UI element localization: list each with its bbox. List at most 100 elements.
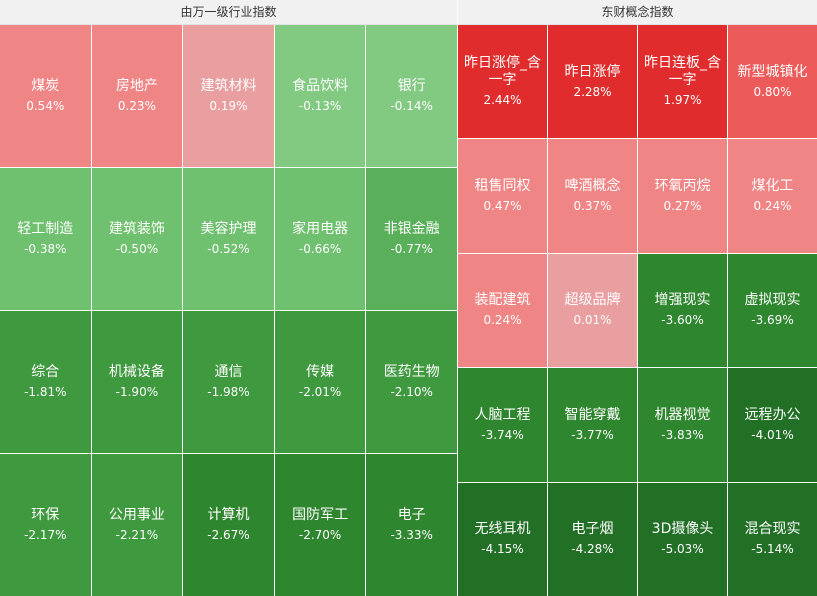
tile-name: 房地产 bbox=[115, 78, 158, 94]
industry-tile-煤炭[interactable]: 煤炭 0.54% bbox=[0, 25, 91, 167]
tile-name: 昨日涨停_含一字 bbox=[464, 55, 541, 89]
concept-tile-智能穿戴[interactable]: 智能穿戴 -3.77% bbox=[548, 368, 637, 482]
industry-tile-房地产[interactable]: 房地产 0.23% bbox=[91, 25, 183, 167]
tile-name: 医药生物 bbox=[383, 364, 440, 380]
tile-name: 昨日涨停 bbox=[564, 63, 621, 80]
tile-change: 0.54% bbox=[26, 99, 65, 113]
tile-change: 0.24% bbox=[753, 199, 792, 214]
tile-change: 0.47% bbox=[483, 199, 522, 214]
industry-tile-建筑材料[interactable]: 建筑材料 0.19% bbox=[183, 25, 274, 167]
tile-change: -5.03% bbox=[661, 542, 704, 557]
concept-tile-人脑工程[interactable]: 人脑工程 -3.74% bbox=[458, 368, 547, 482]
industry-panel-title: 由万一级行业指数 bbox=[0, 0, 457, 25]
concept-tile-昨日涨停[interactable]: 昨日涨停 2.28% bbox=[548, 25, 637, 139]
tile-change: -4.01% bbox=[751, 427, 794, 442]
concept-tile-啤酒概念[interactable]: 啤酒概念 0.37% bbox=[548, 139, 637, 253]
concept-tile-虚拟现实[interactable]: 虚拟现实 -3.69% bbox=[728, 253, 817, 368]
tile-name: 计算机 bbox=[207, 507, 250, 523]
tile-change: -2.17% bbox=[24, 528, 67, 542]
tile-name: 国防军工 bbox=[292, 507, 349, 523]
concept-tile-无线耳机[interactable]: 无线耳机 -4.15% bbox=[458, 482, 547, 596]
tile-change: -4.28% bbox=[571, 542, 614, 557]
tile-name: 煤化工 bbox=[751, 178, 794, 195]
tile-name: 通信 bbox=[214, 364, 243, 380]
industry-tile-家用电器[interactable]: 家用电器 -0.66% bbox=[274, 168, 366, 310]
tile-name: 增强现实 bbox=[654, 292, 711, 309]
concept-panel-title: 东财概念指数 bbox=[458, 0, 817, 25]
tile-change: -0.66% bbox=[298, 242, 342, 256]
industry-tile-国防军工[interactable]: 国防军工 -2.70% bbox=[274, 454, 366, 596]
concept-tile-增强现实[interactable]: 增强现实 -3.60% bbox=[638, 253, 727, 368]
concept-tile-新型城镇化[interactable]: 新型城镇化 0.80% bbox=[728, 25, 817, 139]
tile-change: -0.50% bbox=[115, 242, 159, 256]
tile-name: 机器视觉 bbox=[654, 406, 711, 423]
tile-name: 美容护理 bbox=[200, 221, 257, 237]
tile-name: 3D摄像头 bbox=[651, 521, 714, 538]
tile-name: 公用事业 bbox=[108, 507, 165, 523]
concept-panel: 东财概念指数 昨日涨停_含一字 2.44% 昨日涨停 2.28% 昨日连板_含一字 1.9… bbox=[458, 0, 817, 596]
concept-tile-昨日涨停-含一字[interactable]: 昨日涨停_含一字 2.44% bbox=[458, 25, 547, 139]
tile-change: -3.83% bbox=[661, 427, 704, 442]
tile-name: 轻工制造 bbox=[17, 221, 74, 237]
tile-name: 啤酒概念 bbox=[564, 178, 621, 195]
tile-change: 0.19% bbox=[209, 99, 248, 113]
concept-tile-昨日连板-含一字[interactable]: 昨日连板_含一字 1.97% bbox=[638, 25, 727, 139]
industry-tile-医药生物[interactable]: 医药生物 -2.10% bbox=[366, 311, 457, 453]
tile-name: 装配建筑 bbox=[474, 292, 531, 309]
tile-change: 0.37% bbox=[573, 199, 612, 214]
concept-tile-煤化工[interactable]: 煤化工 0.24% bbox=[728, 139, 817, 253]
industry-tile-计算机[interactable]: 计算机 -2.67% bbox=[183, 454, 274, 596]
tile-change: -2.21% bbox=[115, 528, 159, 542]
concept-tile-环氧丙烷[interactable]: 环氧丙烷 0.27% bbox=[638, 139, 727, 253]
tile-change: -2.67% bbox=[207, 528, 250, 542]
industry-tile-机械设备[interactable]: 机械设备 -1.90% bbox=[91, 311, 183, 453]
concept-tile-机器视觉[interactable]: 机器视觉 -3.83% bbox=[638, 368, 727, 482]
tile-name: 银行 bbox=[397, 78, 426, 94]
tile-change: -0.38% bbox=[24, 242, 67, 256]
tile-change: -0.52% bbox=[207, 242, 250, 256]
tile-name: 无线耳机 bbox=[474, 521, 531, 538]
industry-tile-银行[interactable]: 银行 -0.14% bbox=[366, 25, 457, 167]
industry-tile-通信[interactable]: 通信 -1.98% bbox=[183, 311, 274, 453]
tile-change: 0.27% bbox=[663, 199, 702, 214]
tile-change: -1.81% bbox=[24, 385, 67, 399]
tile-name: 远程办公 bbox=[744, 406, 801, 423]
tile-name: 建筑材料 bbox=[200, 78, 257, 94]
concept-tile-电子烟[interactable]: 电子烟 -4.28% bbox=[548, 482, 637, 596]
industry-tile-综合[interactable]: 综合 -1.81% bbox=[0, 311, 91, 453]
tile-change: -0.14% bbox=[390, 99, 433, 113]
industry-panel: 由万一级行业指数 煤炭 0.54% 房地产 0.23% 建筑材料 0.19% 食品饮料 -0.… bbox=[0, 0, 457, 596]
industry-tile-传媒[interactable]: 传媒 -2.01% bbox=[274, 311, 366, 453]
tile-change: 2.44% bbox=[483, 93, 522, 108]
industry-tile-美容护理[interactable]: 美容护理 -0.52% bbox=[183, 168, 274, 310]
concept-tile-租售同权[interactable]: 租售同权 0.47% bbox=[458, 139, 547, 253]
tile-name: 超级品牌 bbox=[564, 292, 621, 309]
industry-tile-环保[interactable]: 环保 -2.17% bbox=[0, 454, 91, 596]
tile-change: -1.90% bbox=[115, 385, 159, 399]
concept-tile-远程办公[interactable]: 远程办公 -4.01% bbox=[728, 368, 817, 482]
tile-name: 机械设备 bbox=[108, 364, 165, 380]
tile-change: -5.14% bbox=[751, 542, 794, 557]
tile-change: 1.97% bbox=[663, 93, 702, 108]
tile-change: -2.01% bbox=[298, 385, 342, 399]
concept-tile-超级品牌[interactable]: 超级品牌 0.01% bbox=[548, 253, 637, 368]
industry-tile-建筑装饰[interactable]: 建筑装饰 -0.50% bbox=[91, 168, 183, 310]
tile-name: 租售同权 bbox=[474, 178, 531, 195]
tile-name: 电子烟 bbox=[571, 521, 614, 538]
industry-tile-食品饮料[interactable]: 食品饮料 -0.13% bbox=[274, 25, 366, 167]
tile-name: 新型城镇化 bbox=[737, 63, 808, 80]
concept-tile-混合现实[interactable]: 混合现实 -5.14% bbox=[728, 482, 817, 596]
tile-name: 煤炭 bbox=[31, 78, 60, 94]
tile-change: 0.24% bbox=[483, 313, 522, 328]
industry-tile-轻工制造[interactable]: 轻工制造 -0.38% bbox=[0, 168, 91, 310]
industry-tile-非银金融[interactable]: 非银金融 -0.77% bbox=[366, 168, 457, 310]
concept-tile-装配建筑[interactable]: 装配建筑 0.24% bbox=[458, 253, 547, 368]
concept-tile-3d摄像头[interactable]: 3D摄像头 -5.03% bbox=[638, 482, 727, 596]
tile-change: -0.77% bbox=[390, 242, 433, 256]
tile-name: 智能穿戴 bbox=[564, 406, 621, 423]
tile-name: 电子 bbox=[397, 507, 426, 523]
tile-change: 0.23% bbox=[117, 99, 156, 113]
industry-tile-公用事业[interactable]: 公用事业 -2.21% bbox=[91, 454, 183, 596]
industry-tile-电子[interactable]: 电子 -3.33% bbox=[366, 454, 457, 596]
tile-change: -3.60% bbox=[661, 313, 704, 328]
